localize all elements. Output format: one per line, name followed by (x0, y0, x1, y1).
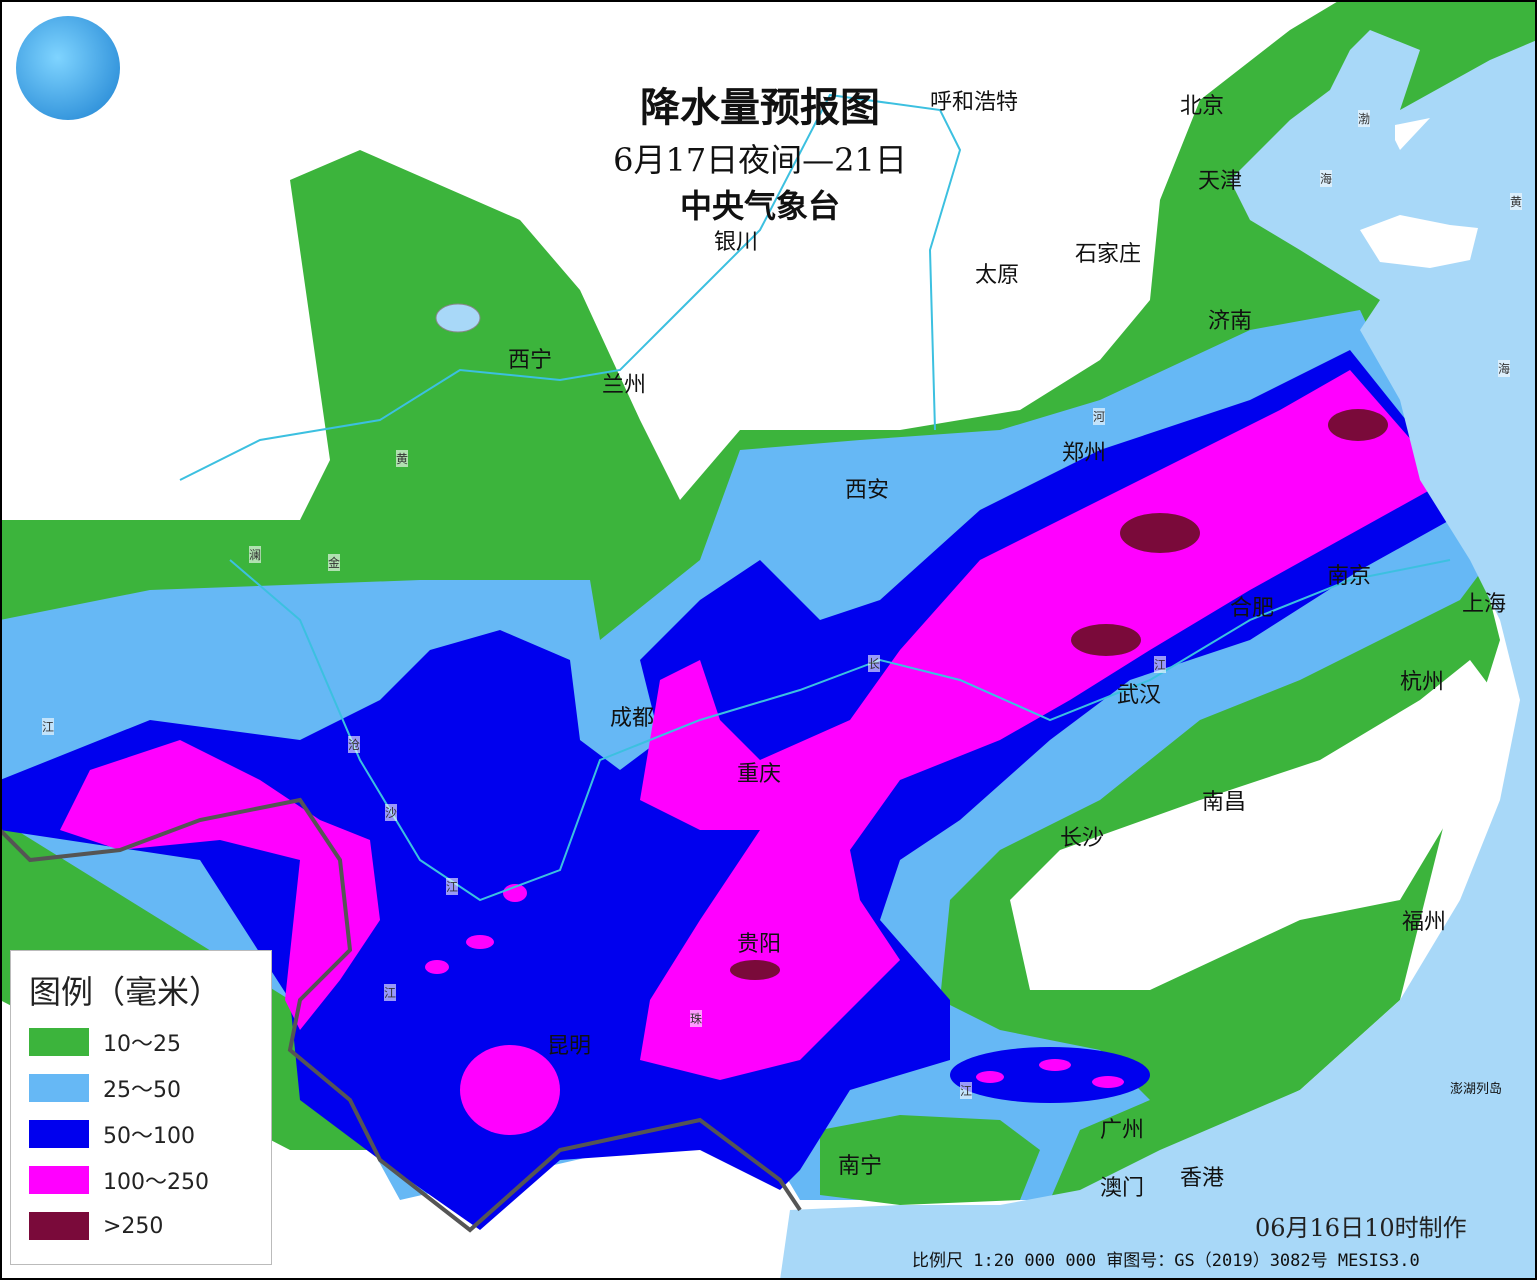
city-label: 石家庄 (1075, 242, 1142, 267)
city-label: 天津 (1198, 169, 1243, 194)
city-label: 西宁 (508, 348, 553, 373)
city-label: 银川 (714, 230, 759, 255)
water-label: 江 (384, 984, 397, 1001)
rain-over-250-area (1071, 624, 1141, 656)
water-label: 渤 (1358, 110, 1371, 127)
rain-100-250-spot (466, 935, 494, 949)
legend-item: 25～50 (29, 1071, 271, 1105)
border-southwest (0, 797, 802, 1233)
city-label: 兰州 (602, 373, 647, 398)
water-label: 江 (446, 878, 459, 895)
city-label: 西安 (845, 478, 890, 503)
water-label: 江 (1154, 656, 1167, 673)
legend-swatch (29, 1074, 89, 1102)
city-label: 北京 (1180, 94, 1225, 119)
city-label: 南昌 (1202, 790, 1247, 815)
city-label: 济南 (1208, 309, 1253, 334)
city-label: 澎湖列岛 (1450, 1082, 1503, 1097)
city-label: 郑州 (1062, 441, 1107, 466)
legend-title: 图例（毫米） (29, 973, 222, 1011)
water-label: 金 (328, 554, 341, 571)
qinghai-lake (435, 303, 481, 333)
scale-and-approval: 比例尺 1:20 000 000 审图号：GS（2019）3082号 MESIS… (912, 1251, 1420, 1271)
city-label: 重庆 (737, 762, 782, 787)
water-label: 黄 (1510, 193, 1523, 210)
city-label: 福州 (1402, 910, 1447, 935)
rain-over-250-area (1328, 409, 1388, 441)
water-label: 珠 (690, 1010, 703, 1027)
water-label: 海 (1320, 170, 1333, 187)
no-rain-liaodong (1395, 118, 1430, 150)
water-label: 沧 (348, 736, 361, 753)
production-time: 06月16日10时制作 (1255, 1214, 1467, 1242)
water-label: 沙 (385, 804, 398, 821)
sea (780, 30, 1537, 1280)
legend-swatch (29, 1120, 89, 1148)
title-period: 6月17日夜间—21日 (613, 141, 907, 179)
city-label: 武汉 (1117, 683, 1162, 708)
yellow-river (179, 93, 962, 481)
water-label: 河 (1093, 408, 1106, 425)
legend-swatch (29, 1166, 89, 1194)
city-label: 澳门 (1100, 1176, 1145, 1201)
legend-item: 100～250 (29, 1163, 271, 1197)
rain-100-250-yunnan (460, 1045, 560, 1135)
rain-10-25-south (820, 1115, 1040, 1205)
legend: 图例（毫米） 10～25 25～50 50～100 100～250 >250 (10, 950, 272, 1265)
rain-100-250-spot (425, 960, 449, 974)
rain-100-250-spot (1039, 1059, 1071, 1071)
city-label: 广州 (1100, 1118, 1145, 1143)
city-label: 昆明 (547, 1034, 592, 1059)
water-label: 江 (960, 1082, 973, 1099)
no-rain-southeast (1010, 660, 1500, 990)
water-label: 海 (1498, 360, 1511, 377)
cma-logo-icon (16, 16, 120, 120)
water-label: 长 (868, 655, 881, 672)
rain-50-100-guangdong (950, 1047, 1150, 1103)
legend-label: 50～100 (103, 1124, 195, 1149)
legend-label: 25～50 (103, 1078, 181, 1103)
no-rain-shandong (1360, 215, 1478, 268)
city-label: 太原 (975, 263, 1020, 288)
city-label: 南京 (1327, 564, 1372, 589)
title-issuer: 中央气象台 (679, 187, 840, 225)
legend-label: 100～250 (103, 1170, 209, 1195)
rain-100-250-west (60, 740, 380, 1030)
city-label: 合肥 (1230, 596, 1275, 621)
city-label: 杭州 (1400, 670, 1445, 695)
rain-100-250-area (640, 370, 1430, 1080)
legend-item: >250 (29, 1209, 271, 1243)
legend-swatch (29, 1212, 89, 1240)
legend-label: >250 (103, 1213, 164, 1239)
city-label: 长沙 (1060, 826, 1105, 851)
title-main: 降水量预报图 (640, 84, 880, 131)
water-label: 江 (42, 718, 55, 735)
city-label: 上海 (1462, 592, 1507, 617)
city-label: 呼和浩特 (930, 90, 1019, 115)
water-label: 黄 (396, 450, 409, 467)
map-title: 降水量预报图 6月17日夜间—21日 中央气象台 (560, 75, 960, 227)
city-label: 南宁 (838, 1154, 883, 1179)
city-label: 贵阳 (737, 932, 782, 957)
legend-swatch (29, 1028, 89, 1056)
legend-label: 10～25 (103, 1032, 181, 1057)
city-label: 成都 (610, 706, 655, 731)
city-label: 香港 (1180, 1166, 1225, 1191)
rain-over-250-area (1120, 513, 1200, 553)
rain-over-250-area (730, 960, 780, 980)
rain-100-250-spot (1092, 1076, 1124, 1088)
legend-item: 10～25 (29, 1025, 271, 1059)
rain-100-250-spot (976, 1071, 1004, 1083)
water-label: 澜 (249, 546, 262, 563)
legend-item: 50～100 (29, 1117, 271, 1151)
